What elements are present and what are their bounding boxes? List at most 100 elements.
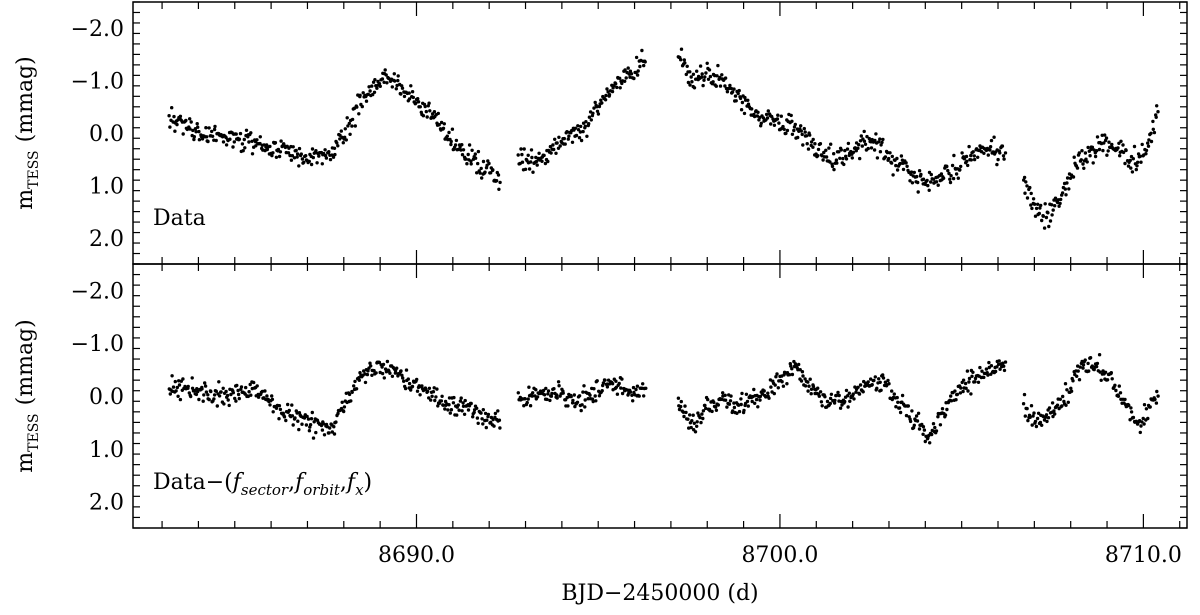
- x-axis-label: BJD−2450000 (d): [561, 581, 758, 606]
- data-point: [800, 132, 804, 137]
- data-point: [168, 392, 172, 396]
- data-point: [1154, 115, 1158, 120]
- data-point: [718, 75, 722, 80]
- data-point: [353, 124, 357, 128]
- data-point: [1043, 202, 1047, 206]
- data-point: [848, 399, 852, 403]
- data-point: [516, 153, 520, 157]
- data-point: [270, 397, 275, 402]
- data-point: [846, 141, 851, 146]
- data-point: [1110, 377, 1114, 381]
- data-point: [793, 122, 797, 127]
- data-point: [201, 399, 205, 403]
- data-point: [202, 393, 206, 397]
- data-point: [589, 118, 593, 122]
- data-point: [701, 416, 705, 421]
- data-point: [436, 111, 440, 116]
- data-point: [555, 141, 559, 145]
- data-point: [375, 86, 379, 90]
- data-point: [461, 401, 465, 405]
- data-point: [781, 124, 785, 129]
- data-point: [244, 385, 248, 390]
- data-point: [772, 123, 777, 128]
- data-point: [196, 125, 200, 129]
- data-point: [374, 371, 378, 375]
- data-point: [619, 386, 623, 390]
- data-point: [635, 384, 640, 388]
- data-point: [370, 373, 374, 377]
- data-point: [971, 370, 975, 374]
- data-point: [188, 127, 192, 131]
- data-point: [277, 417, 281, 421]
- data-point: [895, 168, 900, 172]
- data-point: [175, 122, 179, 127]
- data-point: [837, 393, 841, 398]
- data-point: [476, 161, 480, 166]
- data-point: [896, 400, 900, 404]
- data-point: [1084, 157, 1088, 161]
- data-point: [425, 115, 429, 119]
- data-point: [641, 382, 645, 386]
- data-point: [570, 140, 575, 144]
- data-point: [797, 362, 801, 367]
- data-point: [1090, 145, 1095, 149]
- data-point: [1025, 184, 1029, 188]
- data-point: [277, 154, 282, 159]
- data-point: [579, 138, 584, 143]
- data-point: [850, 156, 854, 160]
- data-point: [204, 390, 209, 394]
- data-point: [1103, 370, 1108, 374]
- data-point: [1129, 410, 1134, 414]
- data-point: [236, 392, 241, 397]
- data-point: [890, 389, 894, 393]
- data-point: [497, 187, 501, 191]
- data-point: [636, 69, 640, 73]
- data-point: [883, 380, 888, 384]
- data-point: [844, 154, 848, 158]
- data-point: [1063, 382, 1068, 386]
- data-point: [879, 388, 883, 392]
- panel-label-sub: sector: [241, 481, 289, 499]
- data-point: [856, 146, 860, 150]
- data-point: [358, 371, 362, 375]
- data-point: [409, 388, 413, 392]
- data-point: [700, 72, 704, 76]
- data-point: [401, 376, 405, 380]
- y-axis-label: mTESS (mmag): [13, 319, 42, 472]
- data-point: [872, 148, 877, 152]
- data-point: [851, 150, 856, 154]
- data-point: [399, 92, 403, 96]
- data-point: [859, 134, 863, 138]
- data-point: [737, 409, 742, 414]
- data-point: [624, 76, 628, 80]
- panel-label: Data−(fsector,forbit,fx): [153, 470, 372, 499]
- data-point: [1093, 154, 1098, 159]
- data-point: [588, 393, 592, 397]
- data-point: [729, 394, 733, 398]
- data-point: [738, 96, 743, 101]
- data-point: [466, 408, 471, 412]
- data-point: [498, 426, 502, 430]
- data-point: [1001, 361, 1005, 365]
- data-point: [302, 160, 306, 164]
- data-point: [734, 99, 738, 103]
- data-point: [728, 83, 732, 88]
- panel-label-comma: ,: [288, 470, 295, 495]
- data-point: [574, 133, 579, 138]
- data-point: [350, 117, 355, 122]
- data-point: [623, 68, 627, 72]
- data-point: [996, 157, 1000, 162]
- data-point: [173, 379, 177, 384]
- data-point: [581, 129, 585, 134]
- data-point: [1123, 397, 1127, 402]
- data-point: [345, 116, 349, 120]
- data-point: [396, 78, 400, 83]
- data-point: [278, 150, 283, 154]
- data-point: [949, 394, 953, 398]
- data-point: [190, 376, 194, 380]
- panel-label-comma: ,: [340, 470, 347, 495]
- data-point: [290, 154, 295, 158]
- panel-label: Data: [153, 206, 206, 231]
- data-point: [816, 154, 820, 158]
- data-point: [441, 126, 446, 130]
